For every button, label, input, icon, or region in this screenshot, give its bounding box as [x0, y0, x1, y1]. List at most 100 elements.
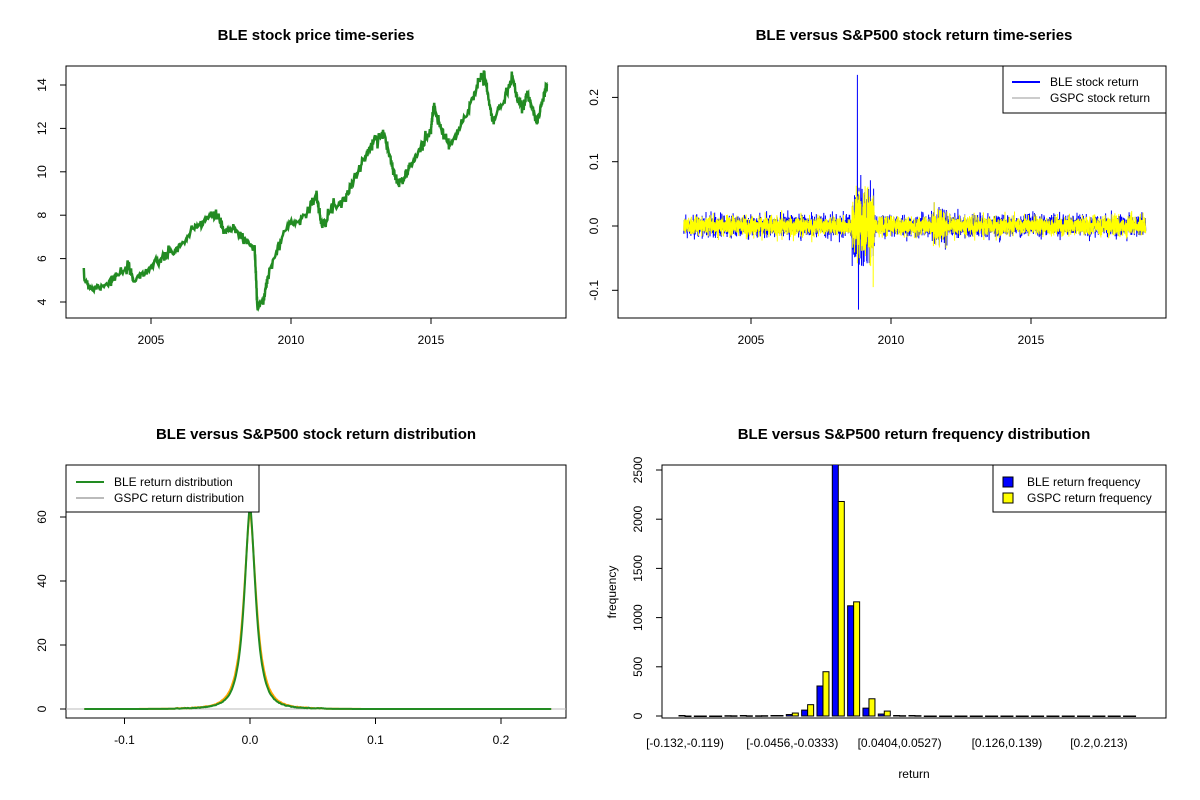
histogram-bar — [975, 715, 983, 717]
histogram-bar — [1067, 715, 1075, 717]
histogram-bar — [693, 715, 701, 717]
plot-frame — [65, 464, 567, 719]
legend-label: BLE stock return — [1050, 75, 1139, 89]
histogram-bar — [715, 715, 723, 717]
histogram-bar — [939, 715, 947, 717]
histogram-bar — [822, 671, 830, 717]
histogram-bar — [1000, 715, 1008, 717]
legend: BLE return frequency GSPC return frequenc… — [992, 464, 1167, 513]
chart-title: BLE versus S&P500 return frequency distr… — [738, 426, 1091, 443]
x-tick-label: [0.2,0.213) — [1070, 736, 1127, 750]
density-line-0 — [84, 503, 552, 710]
histogram-bar — [807, 704, 815, 717]
histogram-bar — [785, 714, 793, 717]
histogram-bar — [1052, 715, 1060, 717]
histogram-bar — [853, 601, 861, 717]
histogram-bar — [684, 715, 692, 717]
histogram-bar — [1107, 715, 1115, 717]
histogram-bar — [761, 715, 769, 717]
histogram-bar — [1092, 715, 1100, 717]
y-tick-label: 4 — [35, 298, 49, 305]
histogram-bar — [1031, 715, 1039, 717]
y-tick-label: 40 — [35, 574, 49, 588]
histogram-bar — [969, 715, 977, 717]
histogram-bar — [985, 715, 993, 717]
x-tick-label: 2015 — [418, 333, 445, 347]
y-axis-label: frequency — [605, 566, 619, 619]
histogram-bar — [745, 715, 753, 717]
histogram-bar — [1083, 715, 1091, 717]
x-tick-label: 0.0 — [242, 733, 259, 747]
histogram-bar — [847, 605, 855, 717]
legend: BLE stock return GSPC stock return — [1002, 65, 1167, 114]
histogram-bar — [837, 500, 845, 717]
legend-swatch — [1002, 476, 1014, 488]
histogram-bar — [883, 710, 891, 717]
histogram-bar — [954, 715, 962, 717]
histogram-bar — [893, 715, 901, 717]
histogram-bar — [908, 715, 916, 717]
histogram-bar — [816, 685, 824, 717]
histogram-bar — [831, 465, 839, 717]
histogram-bar — [868, 698, 876, 717]
y-tick-label: 2500 — [631, 456, 645, 483]
histogram-bar — [724, 715, 732, 717]
y-tick-label: 1500 — [631, 555, 645, 582]
histogram-bar — [730, 715, 738, 717]
histogram-bar — [1113, 715, 1121, 717]
chart-title: BLE versus S&P500 stock return time-seri… — [756, 27, 1073, 44]
y-tick-label: -0.1 — [587, 280, 601, 301]
y-tick-label: 0.0 — [587, 217, 601, 234]
plot-frame — [65, 65, 567, 319]
return-series-1 — [683, 185, 1147, 288]
histogram-bar — [699, 715, 707, 717]
legend-box — [65, 464, 260, 513]
x-axis-label: return — [898, 767, 929, 781]
legend-swatch — [1002, 492, 1014, 504]
x-tick-label: 2015 — [1018, 333, 1045, 347]
histogram-bar — [1015, 715, 1023, 717]
plot-frame — [661, 464, 1167, 719]
histogram-bar — [877, 713, 885, 717]
histogram-bar — [929, 715, 937, 717]
histogram-bar — [1123, 715, 1131, 717]
histogram-bar — [960, 715, 968, 717]
histogram-bar — [1129, 715, 1137, 717]
legend-label: BLE return distribution — [114, 475, 233, 489]
x-tick-label: 2005 — [138, 333, 165, 347]
histogram-bar — [1061, 715, 1069, 717]
x-tick-label: [0.0404,0.0527) — [858, 736, 942, 750]
price-line — [82, 70, 549, 312]
x-tick-label: 0.1 — [367, 733, 384, 747]
y-tick-label: 500 — [631, 656, 645, 676]
y-tick-label: 10 — [35, 165, 49, 179]
y-tick-label: 8 — [35, 212, 49, 219]
y-tick-label: 20 — [35, 638, 49, 652]
legend-box — [1002, 65, 1167, 114]
y-tick-label: 0.1 — [587, 153, 601, 170]
y-tick-label: 0 — [35, 705, 49, 712]
chart-title: BLE stock price time-series — [218, 27, 415, 44]
histogram-bar — [1037, 715, 1045, 717]
y-tick-label: 0.2 — [587, 89, 601, 106]
histogram-bar — [776, 715, 784, 717]
x-tick-label: 2010 — [278, 333, 305, 347]
x-tick-label: [0.126,0.139) — [972, 736, 1043, 750]
histogram-bar — [709, 715, 717, 717]
y-tick-label: 6 — [35, 255, 49, 262]
histogram-bar — [862, 707, 870, 717]
legend-box — [992, 464, 1167, 513]
histogram-bar — [755, 715, 763, 717]
chart-title: BLE versus S&P500 stock return distribut… — [156, 426, 476, 443]
x-tick-label: 2010 — [878, 333, 905, 347]
histogram-bar — [770, 715, 778, 717]
histogram-bar — [991, 715, 999, 717]
histogram-bar — [739, 715, 747, 717]
histogram-bar — [945, 715, 953, 717]
y-tick-label: 0 — [631, 712, 645, 719]
histogram-bar — [1046, 715, 1054, 717]
histogram-bar — [1006, 715, 1014, 717]
x-tick-label: [-0.0456,-0.0333) — [746, 736, 838, 750]
y-tick-label: 2000 — [631, 506, 645, 533]
x-tick-label: [-0.132,-0.119) — [646, 736, 724, 750]
